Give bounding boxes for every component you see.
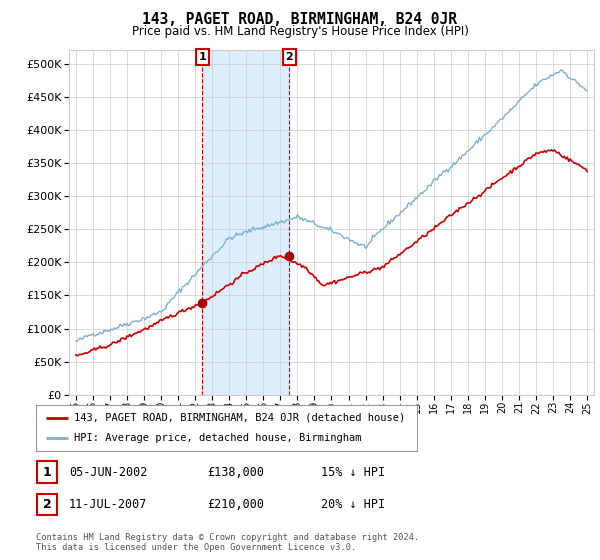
Text: Contains HM Land Registry data © Crown copyright and database right 2024.: Contains HM Land Registry data © Crown c… xyxy=(36,533,419,542)
Text: HPI: Average price, detached house, Birmingham: HPI: Average price, detached house, Birm… xyxy=(74,433,362,443)
Text: £138,000: £138,000 xyxy=(207,465,264,479)
Text: This data is licensed under the Open Government Licence v3.0.: This data is licensed under the Open Gov… xyxy=(36,543,356,552)
Text: 11-JUL-2007: 11-JUL-2007 xyxy=(69,498,148,511)
Text: 143, PAGET ROAD, BIRMINGHAM, B24 0JR: 143, PAGET ROAD, BIRMINGHAM, B24 0JR xyxy=(143,12,458,27)
Text: Price paid vs. HM Land Registry's House Price Index (HPI): Price paid vs. HM Land Registry's House … xyxy=(131,25,469,38)
Text: £210,000: £210,000 xyxy=(207,498,264,511)
Text: 05-JUN-2002: 05-JUN-2002 xyxy=(69,465,148,479)
Bar xyxy=(202,50,289,395)
Text: 143, PAGET ROAD, BIRMINGHAM, B24 0JR (detached house): 143, PAGET ROAD, BIRMINGHAM, B24 0JR (de… xyxy=(74,413,406,423)
Text: 2: 2 xyxy=(43,498,52,511)
Text: 2: 2 xyxy=(286,52,293,62)
Text: 20% ↓ HPI: 20% ↓ HPI xyxy=(321,498,385,511)
Text: 1: 1 xyxy=(199,52,206,62)
Text: 15% ↓ HPI: 15% ↓ HPI xyxy=(321,465,385,479)
Text: 1: 1 xyxy=(43,465,52,479)
